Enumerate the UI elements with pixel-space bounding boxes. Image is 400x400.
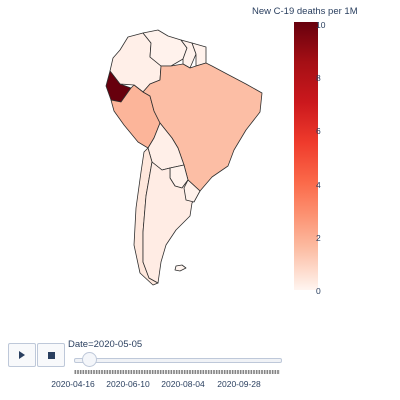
play-button[interactable] [8,343,36,367]
colorbar-tick-6: 6 [316,126,321,136]
slider-date: 2020-05-05 [93,339,143,350]
date-slider-track[interactable] [74,358,282,363]
slider-ticks [74,370,280,374]
slider-current-value: Date=2020-05-05 [68,339,142,350]
colorbar-tick-4: 4 [316,180,321,190]
choropleth-map[interactable] [0,0,290,310]
colorbar-title: New C-19 deaths per 1M [252,6,358,17]
colorbar-tick-0: 0 [316,286,321,296]
colorbar-tick-2: 2 [316,233,321,243]
slider-tick-label: 2020-09-28 [217,379,261,389]
colorbar-tick-8: 8 [316,73,321,83]
stop-icon [47,351,55,359]
country-uruguay[interactable] [183,179,201,203]
slider-tick-label: 2020-06-10 [106,379,150,389]
slider-tick-label: 2020-08-04 [161,379,205,389]
country-falkland-islands[interactable] [174,264,187,272]
slider-tick-label: 2020-04-16 [51,379,95,389]
date-slider-handle[interactable] [82,352,98,367]
colorbar [294,22,318,290]
slider-prefix: Date= [68,339,94,350]
colorbar-tick-10: 10 [316,20,326,30]
stop-button[interactable] [37,343,65,367]
play-icon [19,351,25,359]
